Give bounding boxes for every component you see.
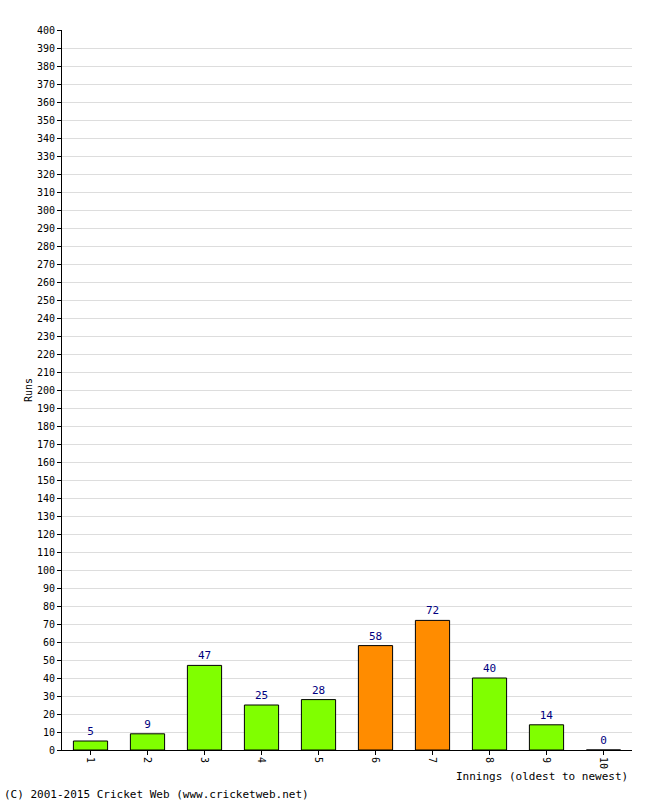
- svg-text:0: 0: [600, 734, 607, 747]
- svg-text:140: 140: [37, 493, 55, 504]
- svg-text:14: 14: [540, 709, 554, 722]
- svg-text:200: 200: [37, 385, 55, 396]
- svg-text:0: 0: [49, 745, 55, 756]
- svg-text:10: 10: [598, 757, 609, 769]
- svg-text:130: 130: [37, 511, 55, 522]
- svg-text:310: 310: [37, 187, 55, 198]
- svg-text:60: 60: [43, 637, 55, 648]
- svg-text:9: 9: [541, 757, 552, 763]
- svg-text:9: 9: [144, 718, 151, 731]
- svg-text:10: 10: [43, 727, 55, 738]
- svg-text:30: 30: [43, 691, 55, 702]
- svg-text:120: 120: [37, 529, 55, 540]
- svg-text:2: 2: [142, 757, 153, 763]
- svg-text:70: 70: [43, 619, 55, 630]
- svg-text:50: 50: [43, 655, 55, 666]
- svg-text:290: 290: [37, 223, 55, 234]
- svg-text:6: 6: [370, 757, 381, 763]
- svg-text:3: 3: [199, 757, 210, 763]
- svg-text:230: 230: [37, 331, 55, 342]
- svg-text:210: 210: [37, 367, 55, 378]
- svg-text:(C) 2001-2015 Cricket Web (www: (C) 2001-2015 Cricket Web (www.cricketwe…: [4, 788, 309, 800]
- svg-text:300: 300: [37, 205, 55, 216]
- svg-text:110: 110: [37, 547, 55, 558]
- svg-text:72: 72: [426, 604, 439, 617]
- svg-text:180: 180: [37, 421, 55, 432]
- svg-text:47: 47: [198, 649, 211, 662]
- svg-text:390: 390: [37, 43, 55, 54]
- svg-text:40: 40: [43, 673, 55, 684]
- svg-text:Runs: Runs: [23, 378, 34, 402]
- svg-text:320: 320: [37, 169, 55, 180]
- svg-text:370: 370: [37, 79, 55, 90]
- svg-text:330: 330: [37, 151, 55, 162]
- svg-text:340: 340: [37, 133, 55, 144]
- svg-text:28: 28: [312, 684, 325, 697]
- svg-text:5: 5: [313, 757, 324, 763]
- svg-text:350: 350: [37, 115, 55, 126]
- svg-text:280: 280: [37, 241, 55, 252]
- svg-text:25: 25: [255, 689, 268, 702]
- svg-text:5: 5: [87, 725, 94, 738]
- svg-text:220: 220: [37, 349, 55, 360]
- svg-text:58: 58: [369, 630, 382, 643]
- svg-text:160: 160: [37, 457, 55, 468]
- svg-text:360: 360: [37, 97, 55, 108]
- svg-text:150: 150: [37, 475, 55, 486]
- svg-text:190: 190: [37, 403, 55, 414]
- svg-text:1: 1: [85, 757, 96, 763]
- svg-text:7: 7: [427, 757, 438, 763]
- svg-text:90: 90: [43, 583, 55, 594]
- svg-text:170: 170: [37, 439, 55, 450]
- svg-text:400: 400: [37, 25, 55, 36]
- svg-text:100: 100: [37, 565, 55, 576]
- svg-text:240: 240: [37, 313, 55, 324]
- svg-text:250: 250: [37, 295, 55, 306]
- svg-text:80: 80: [43, 601, 55, 612]
- svg-text:270: 270: [37, 259, 55, 270]
- svg-text:40: 40: [483, 662, 496, 675]
- svg-text:380: 380: [37, 61, 55, 72]
- svg-text:Innings (oldest to newest): Innings (oldest to newest): [456, 770, 628, 783]
- svg-text:4: 4: [256, 757, 267, 763]
- svg-text:8: 8: [484, 757, 495, 763]
- svg-text:260: 260: [37, 277, 55, 288]
- svg-text:20: 20: [43, 709, 55, 720]
